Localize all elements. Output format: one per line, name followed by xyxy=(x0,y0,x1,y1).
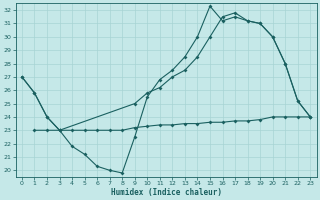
X-axis label: Humidex (Indice chaleur): Humidex (Indice chaleur) xyxy=(111,188,221,197)
